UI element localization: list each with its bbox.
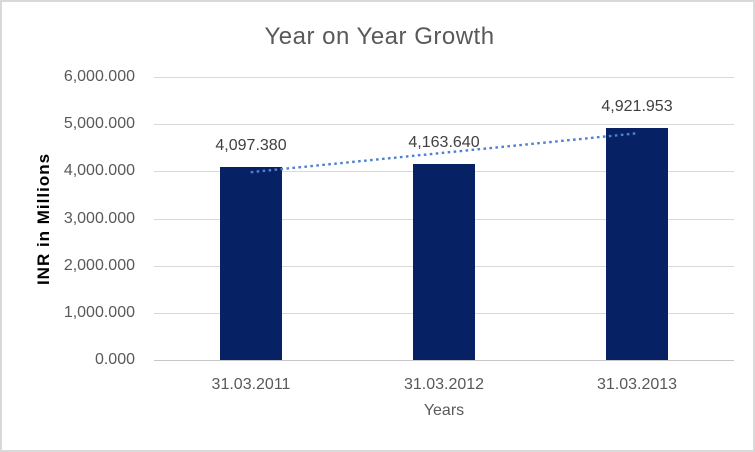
y-tick-label: 6,000.000 — [63, 68, 135, 85]
bar-data-label: 4,163.640 — [408, 134, 480, 151]
bar-data-label: 4,097.380 — [215, 137, 287, 154]
y-tick-label: 4,000.000 — [63, 162, 135, 179]
y-tick-label: 5,000.000 — [63, 115, 135, 132]
chart-title: Year on Year Growth — [264, 23, 495, 50]
x-axis-title: Years — [423, 402, 465, 419]
x-tick-label: 31.03.2012 — [403, 376, 485, 393]
y-tick-label: 2,000.000 — [63, 257, 135, 274]
y-tick-label: 1,000.000 — [63, 304, 135, 321]
bar-31.03.2013 — [606, 128, 668, 360]
bar-31.03.2011 — [220, 167, 282, 360]
bar-31.03.2012 — [413, 164, 475, 360]
bar-data-label: 4,921.953 — [601, 98, 673, 115]
gridline — [154, 77, 734, 78]
x-tick-label: 31.03.2011 — [211, 376, 291, 393]
y-tick-label: 0.000 — [94, 351, 135, 368]
x-tick-label: 31.03.2013 — [596, 376, 678, 393]
x-axis-line — [154, 360, 734, 361]
gridline — [154, 124, 734, 125]
y-tick-label: 3,000.000 — [63, 210, 135, 227]
